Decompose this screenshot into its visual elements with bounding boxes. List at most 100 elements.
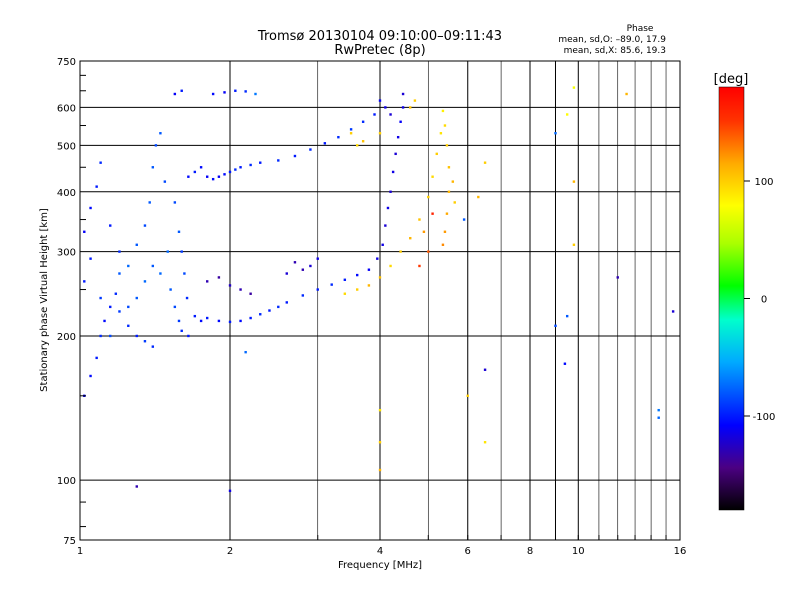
y-tick-label: 300 xyxy=(57,248,76,259)
data-point xyxy=(361,140,365,143)
data-point xyxy=(143,224,147,227)
data-point xyxy=(228,284,232,287)
data-point xyxy=(135,485,138,488)
data-point xyxy=(401,106,405,109)
data-point xyxy=(409,236,412,240)
data-point xyxy=(657,408,660,412)
data-point xyxy=(205,175,209,178)
x-tick-label: 1 xyxy=(77,546,83,557)
grid-lines xyxy=(80,61,680,540)
y-tick-label: 750 xyxy=(57,57,76,68)
data-point xyxy=(337,135,340,139)
data-point xyxy=(378,132,382,135)
data-point xyxy=(330,283,333,286)
data-point xyxy=(159,272,162,275)
colorbar-tick-label: -100 xyxy=(753,412,776,423)
data-point xyxy=(173,201,177,204)
data-point xyxy=(89,374,92,378)
data-point xyxy=(343,292,347,295)
colorbar-ticks: -100 0 100 xyxy=(744,177,775,423)
data-point xyxy=(143,280,147,283)
data-point xyxy=(565,314,569,318)
x-tick-label: 4 xyxy=(377,546,383,557)
y-tick-label: 500 xyxy=(57,141,76,152)
x-tick-label: 16 xyxy=(674,546,687,557)
data-point xyxy=(187,175,190,178)
data-point xyxy=(378,276,382,279)
data-point xyxy=(249,163,252,167)
data-point xyxy=(99,296,102,300)
data-point xyxy=(435,152,438,156)
data-point xyxy=(249,292,252,295)
data-point xyxy=(244,350,247,354)
data-point xyxy=(177,230,181,233)
data-point xyxy=(163,180,167,183)
data-point xyxy=(447,166,451,169)
data-point xyxy=(118,272,121,275)
data-point xyxy=(259,161,262,164)
data-point xyxy=(309,148,312,151)
colorbar-tick-label: 100 xyxy=(754,177,773,188)
data-point xyxy=(239,288,242,291)
y-tick-label: 400 xyxy=(57,188,76,199)
data-point xyxy=(234,89,237,92)
data-point xyxy=(187,334,190,338)
data-point xyxy=(301,294,305,297)
data-point xyxy=(135,243,138,246)
data-point xyxy=(441,243,445,246)
data-point xyxy=(151,166,155,169)
data-point xyxy=(239,166,242,169)
data-point xyxy=(453,201,456,204)
data-point xyxy=(378,408,382,412)
x-tick-label: 10 xyxy=(572,546,585,557)
data-point xyxy=(103,319,106,323)
data-point xyxy=(422,230,426,233)
data-point xyxy=(173,92,177,96)
x-tick-label: 8 xyxy=(527,546,533,557)
data-point xyxy=(367,268,371,271)
data-point xyxy=(99,334,102,338)
stats-o-mode: mean, sd,O: –89.0, 17.9 xyxy=(558,35,666,45)
data-point xyxy=(563,362,567,365)
colorbar-label: [deg] xyxy=(714,72,749,87)
data-point xyxy=(445,144,449,147)
data-point xyxy=(180,89,183,92)
data-point xyxy=(483,368,487,371)
data-point xyxy=(205,280,209,283)
data-point xyxy=(83,280,86,283)
data-point xyxy=(349,128,353,131)
data-point xyxy=(109,334,112,338)
data-point xyxy=(462,218,466,221)
data-point xyxy=(451,180,455,183)
data-point xyxy=(439,132,443,135)
data-point xyxy=(394,152,397,156)
data-point xyxy=(443,124,447,127)
data-point xyxy=(316,288,319,291)
data-point xyxy=(343,278,347,281)
data-point xyxy=(389,190,392,193)
data-point xyxy=(154,144,158,147)
data-point xyxy=(554,132,557,135)
data-point xyxy=(441,109,445,113)
y-tick-label: 600 xyxy=(57,103,76,114)
data-point xyxy=(483,441,487,444)
data-point xyxy=(127,305,130,309)
data-point xyxy=(180,250,183,253)
data-point xyxy=(239,319,242,323)
data-point xyxy=(277,159,280,162)
data-point xyxy=(249,316,252,320)
data-point xyxy=(159,132,162,135)
data-point xyxy=(443,230,447,233)
data-point xyxy=(391,170,395,174)
data-point xyxy=(268,309,271,312)
data-point xyxy=(228,320,232,324)
data-point xyxy=(447,190,451,193)
data-points xyxy=(83,86,675,493)
y-axis-label: Stationary phase Virtual Height [km] xyxy=(39,208,50,392)
data-point xyxy=(625,92,628,96)
data-point xyxy=(83,230,86,233)
data-point xyxy=(401,92,405,96)
data-point xyxy=(244,90,247,93)
data-point xyxy=(114,292,118,295)
data-point xyxy=(95,356,98,360)
